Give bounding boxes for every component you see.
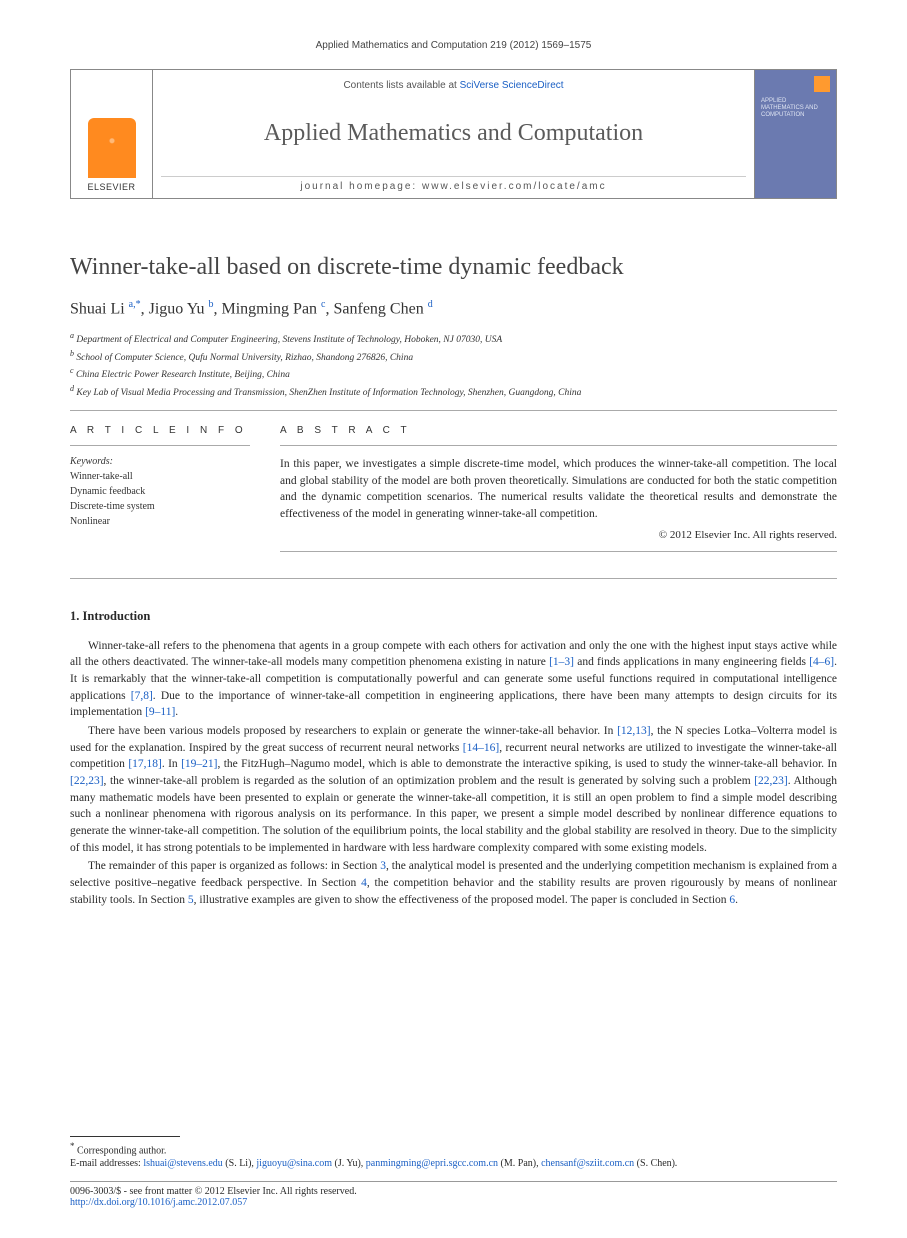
citation-link[interactable]: [22,23] bbox=[70, 775, 104, 787]
article-title: Winner-take-all based on discrete-time d… bbox=[70, 254, 837, 281]
keyword-list: Winner-take-allDynamic feedbackDiscrete-… bbox=[70, 469, 250, 529]
email-link[interactable]: jiguoyu@sina.com bbox=[256, 1158, 332, 1169]
issn-line: 0096-3003/$ - see front matter © 2012 El… bbox=[70, 1186, 837, 1197]
citation-link[interactable]: [1–3] bbox=[549, 656, 574, 668]
homepage-url[interactable]: www.elsevier.com/locate/amc bbox=[422, 181, 607, 192]
section-link[interactable]: 3 bbox=[380, 860, 386, 872]
info-abstract-row: A R T I C L E I N F O Keywords: Winner-t… bbox=[70, 425, 837, 562]
journal-header: ELSEVIER Contents lists available at Sci… bbox=[70, 69, 837, 199]
article-info-label: A R T I C L E I N F O bbox=[70, 425, 250, 436]
abstract-divider bbox=[280, 445, 837, 446]
keyword: Dynamic feedback bbox=[70, 484, 250, 499]
section-1-heading: 1. Introduction bbox=[70, 609, 837, 624]
citation-link[interactable]: [7,8] bbox=[131, 690, 153, 702]
abstract-label: A B S T R A C T bbox=[280, 425, 837, 436]
author-list: Shuai Li a,*, Jiguo Yu b, Mingming Pan c… bbox=[70, 299, 837, 318]
citation-link[interactable]: [14–16] bbox=[463, 742, 499, 754]
affiliation: a Department of Electrical and Computer … bbox=[70, 330, 837, 347]
footnote-rule bbox=[70, 1136, 180, 1137]
homepage-prefix: journal homepage: bbox=[300, 181, 422, 192]
section-link[interactable]: 4 bbox=[361, 877, 367, 889]
intro-paragraph-1: Winner-take-all refers to the phenomena … bbox=[70, 638, 837, 721]
corresponding-author-note: * Corresponding author. bbox=[70, 1141, 837, 1156]
citation-link[interactable]: [19–21] bbox=[181, 758, 217, 770]
info-divider bbox=[70, 445, 250, 446]
cover-text: APPLIED MATHEMATICS AND COMPUTATION bbox=[761, 98, 830, 120]
contents-prefix: Contents lists available at bbox=[343, 80, 459, 91]
affiliation: c China Electric Power Research Institut… bbox=[70, 365, 837, 382]
section-link[interactable]: 6 bbox=[729, 894, 735, 906]
keyword: Discrete-time system bbox=[70, 499, 250, 514]
citation-link[interactable]: [4–6] bbox=[809, 656, 834, 668]
doi-link[interactable]: http://dx.doi.org/10.1016/j.amc.2012.07.… bbox=[70, 1197, 247, 1208]
abstract-bottom-divider bbox=[280, 551, 837, 552]
elsevier-tree-icon bbox=[88, 118, 136, 178]
article-info-column: A R T I C L E I N F O Keywords: Winner-t… bbox=[70, 425, 250, 562]
citation-link[interactable]: [17,18] bbox=[128, 758, 162, 770]
keyword: Nonlinear bbox=[70, 514, 250, 529]
header-middle: Contents lists available at SciVerse Sci… bbox=[153, 70, 754, 198]
citation-link[interactable]: [12,13] bbox=[617, 725, 651, 737]
page-footer: * Corresponding author. E-mail addresses… bbox=[70, 1136, 837, 1208]
journal-title: Applied Mathematics and Computation bbox=[264, 120, 643, 147]
journal-homepage-line: journal homepage: www.elsevier.com/locat… bbox=[161, 176, 746, 192]
divider bbox=[70, 410, 837, 411]
doi-line: http://dx.doi.org/10.1016/j.amc.2012.07.… bbox=[70, 1197, 837, 1208]
abstract-text: In this paper, we investigates a simple … bbox=[280, 456, 837, 523]
citation-link[interactable]: [9–11] bbox=[145, 706, 175, 718]
running-header: Applied Mathematics and Computation 219 … bbox=[70, 40, 837, 51]
email-link[interactable]: panmingming@epri.sgcc.com.cn bbox=[366, 1158, 498, 1169]
contents-available-line: Contents lists available at SciVerse Sci… bbox=[343, 80, 563, 91]
keyword: Winner-take-all bbox=[70, 469, 250, 484]
publisher-label: ELSEVIER bbox=[87, 182, 135, 192]
abstract-copyright: © 2012 Elsevier Inc. All rights reserved… bbox=[280, 529, 837, 541]
divider bbox=[70, 578, 837, 579]
citation-link[interactable]: [22,23] bbox=[754, 775, 788, 787]
intro-paragraph-3: The remainder of this paper is organized… bbox=[70, 858, 837, 908]
keywords-label: Keywords: bbox=[70, 456, 250, 467]
affiliation: b School of Computer Science, Qufu Norma… bbox=[70, 348, 837, 365]
intro-paragraph-2: There have been various models proposed … bbox=[70, 723, 837, 856]
email-link[interactable]: chensanf@sziit.com.cn bbox=[541, 1158, 634, 1169]
affiliation: d Key Lab of Visual Media Processing and… bbox=[70, 383, 837, 400]
sciencedirect-link[interactable]: SciVerse ScienceDirect bbox=[460, 80, 564, 91]
section-link[interactable]: 5 bbox=[188, 894, 194, 906]
abstract-column: A B S T R A C T In this paper, we invest… bbox=[280, 425, 837, 562]
affiliation-list: a Department of Electrical and Computer … bbox=[70, 330, 837, 400]
email-link[interactable]: lshuai@stevens.edu bbox=[143, 1158, 222, 1169]
journal-cover-thumb: APPLIED MATHEMATICS AND COMPUTATION bbox=[754, 70, 836, 198]
footer-full-rule bbox=[70, 1181, 837, 1182]
publisher-logo-box: ELSEVIER bbox=[71, 70, 153, 198]
corr-text: Corresponding author. bbox=[77, 1145, 166, 1156]
email-addresses-line: E-mail addresses: lshuai@stevens.edu (S.… bbox=[70, 1158, 837, 1169]
